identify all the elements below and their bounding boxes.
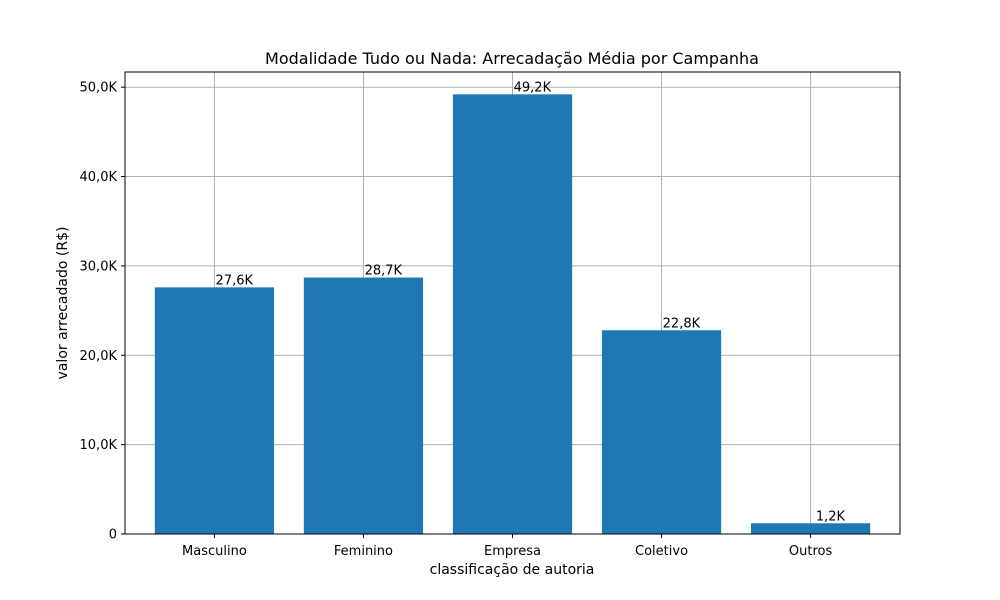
data-label: 49,2K — [514, 80, 552, 95]
y-tick-label: 50,0K — [80, 81, 118, 96]
y-axis-label: valor arrecadado (R$) — [55, 227, 71, 380]
y-tick-label: 0 — [109, 528, 117, 543]
data-labels: 27,6K 28,7K 49,2K 22,8K 1,2K — [216, 80, 846, 524]
y-tick-label: 20,0K — [80, 349, 118, 364]
y-tick-label: 30,0K — [80, 259, 118, 274]
data-label: 28,7K — [365, 264, 403, 279]
x-tick-label: Outros — [789, 544, 833, 559]
bars — [154, 94, 871, 534]
y-axis-ticks: 0 10,0K 20,0K 30,0K 40,0K 50,0K — [80, 81, 125, 543]
data-label: 1,2K — [816, 509, 846, 524]
x-tick-label: Masculino — [182, 544, 247, 559]
chart-title: Modalidade Tudo ou Nada: Arrecadação Méd… — [265, 49, 759, 68]
y-tick-label: 10,0K — [80, 438, 118, 453]
x-tick-label: Empresa — [484, 544, 541, 559]
data-label: 22,8K — [663, 316, 701, 331]
bar-feminino — [303, 277, 424, 534]
y-tick-label: 40,0K — [80, 170, 118, 185]
x-tick-label: Coletivo — [635, 544, 688, 559]
bar-outros — [750, 523, 871, 534]
x-axis-label: classificação de autoria — [430, 562, 595, 578]
bar-coletivo — [601, 330, 722, 534]
x-tick-label: Feminino — [334, 544, 393, 559]
bar-masculino — [154, 287, 275, 534]
bar-empresa — [452, 94, 573, 534]
data-label: 27,6K — [216, 273, 254, 288]
x-axis-ticks: Masculino Feminino Empresa Coletivo Outros — [182, 534, 832, 559]
